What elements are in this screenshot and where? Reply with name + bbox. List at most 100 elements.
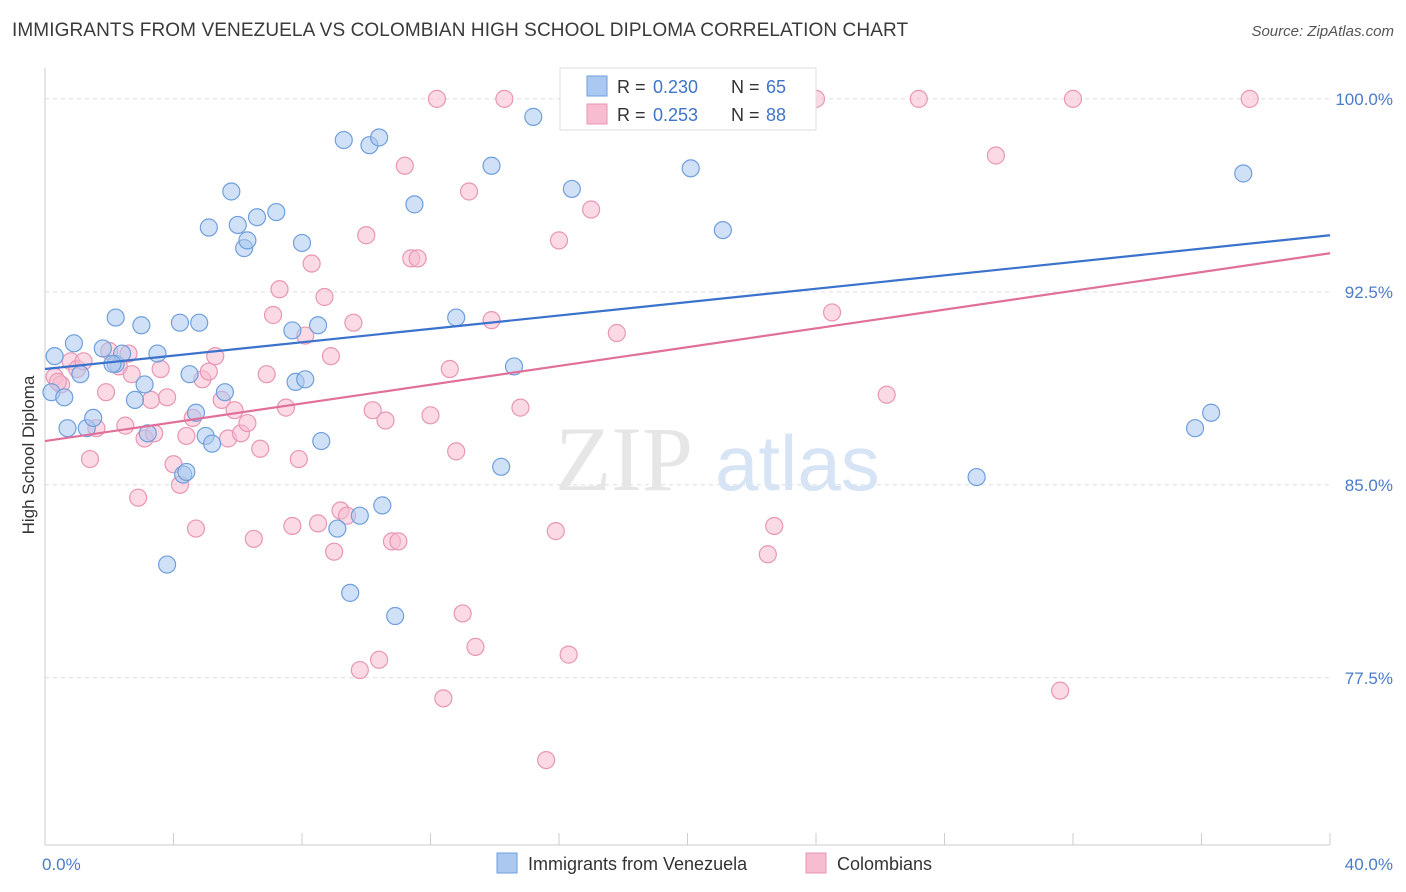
venezuela-point-34 [267,202,286,222]
bottom-legend-venezuela: Immigrants from Venezuela [528,854,748,874]
colombians-point-25 [199,362,218,381]
legend-n-value-2: 88 [766,105,786,125]
legend-r-value-1: 0.230 [653,77,698,97]
colombians-point-83 [986,146,1006,165]
venezuela-point-36 [283,321,302,340]
colombians-point-85 [1063,89,1083,108]
colombians-point-84 [1051,681,1070,700]
colombians-point-31 [238,413,257,433]
watermark-zip: ZIP [555,408,693,510]
venezuela-point-28 [215,383,234,402]
venezuela-point-4 [71,365,90,384]
y-axis-label: High School Diploma [19,375,38,534]
colombians-point-44 [321,347,341,366]
colombians-point-77 [758,545,777,564]
colombians-point-5 [80,449,100,469]
venezuela-point-8 [93,339,112,358]
venezuela-point-52 [492,457,511,476]
venezuela-point-48 [386,606,405,626]
venezuela-point-55 [562,179,581,199]
y-tick-label-2: 85.0% [1345,476,1393,495]
venezuela-point-46 [370,128,389,147]
venezuela-point-40 [312,431,331,451]
venezuela-point-17 [132,316,151,335]
colombians-point-43 [315,287,334,307]
colombians-point-38 [283,516,302,536]
venezuela-point-15 [148,344,167,363]
colombians-point-66 [466,637,485,656]
legend-swatch-colombians [586,103,608,125]
colombians-point-49 [350,660,369,680]
venezuela-point-27 [199,218,218,237]
x-tick-label-0: 0.0% [42,855,81,874]
venezuela-point-59 [713,220,732,240]
y-tick-label-0: 100.0% [1335,90,1393,109]
venezuela-point-39 [308,316,328,335]
colombians-point-61 [434,689,453,708]
venezuela-point-47 [373,496,392,515]
venezuela-point-38 [296,370,315,389]
venezuela-point-22 [177,462,196,482]
colombians-point-7 [96,383,116,402]
bottom-swatch-venezuela [496,852,518,874]
colombians-point-74 [582,200,601,219]
y-tick-label-1: 92.5% [1345,283,1393,302]
colombians-point-55 [389,532,408,551]
colombians-point-67 [482,311,501,330]
colombians-point-12 [122,365,141,384]
y-tick-label-3: 77.5% [1345,669,1393,688]
colombians-point-68 [495,89,514,108]
colombians-point-45 [325,542,344,561]
venezuela-point-61 [967,467,986,487]
legend-r-value-2: 0.253 [653,105,698,125]
source-label: Source: ZipAtlas.com [1251,23,1394,40]
venezuela-point-32 [238,231,257,250]
colombians-point-33 [251,439,270,458]
colombians-point-29 [225,401,244,420]
colombians-point-59 [421,406,440,425]
y-tick-labels: 100.0% 92.5% 85.0% 77.5% [1335,90,1393,688]
colombians-point-13 [129,488,148,507]
colombians-point-56 [395,156,414,175]
venezuela-point-33 [247,208,267,227]
colombians-point-32 [244,529,263,548]
colombians-point-23 [186,519,206,538]
colombians-point-18 [157,388,177,407]
venezuela-point-58 [681,159,700,178]
venezuela-point-49 [405,195,424,214]
trend-lines [44,234,1331,443]
colombians-point-52 [370,650,389,669]
venezuela-point-54 [524,107,543,126]
chart-title: IMMIGRANTS FROM VENEZUELA VS COLOMBIAN H… [12,20,909,41]
colombians-point-21 [177,426,196,446]
venezuela-point-41 [328,519,347,538]
colombians-point-51 [363,401,382,420]
legend-r-label-1: R = [617,77,646,97]
colombians-point-65 [459,182,479,201]
colombians-point-53 [376,411,395,430]
venezuela-point-1 [55,388,74,407]
series-legend: Immigrants from Venezuela Colombians [496,852,932,874]
legend-r-label-2: R = [617,105,646,125]
venezuela-point-30 [228,215,247,235]
colombians-point-64 [453,604,472,623]
venezuela-point-44 [350,506,369,525]
venezuela-point-14 [138,424,157,443]
venezuela-point-63 [1202,403,1221,422]
colombians-point-42 [308,514,328,533]
colombians-point-81 [877,385,896,404]
colombians-point-36 [270,280,289,299]
legend-n-label-2: N = [731,105,760,125]
colombians-point-82 [909,89,928,108]
colombians-point-35 [263,305,283,325]
colombians-point-70 [537,750,556,770]
axes [44,68,1331,846]
colombians-point-58 [408,249,427,268]
colombians-point-15 [141,390,161,409]
colombians-point-72 [549,231,569,250]
colombians-point-10 [116,416,135,435]
venezuela-point-62 [1185,419,1205,438]
x-tick-label-1: 40.0% [1345,855,1393,874]
legend-n-value-1: 65 [766,77,786,97]
